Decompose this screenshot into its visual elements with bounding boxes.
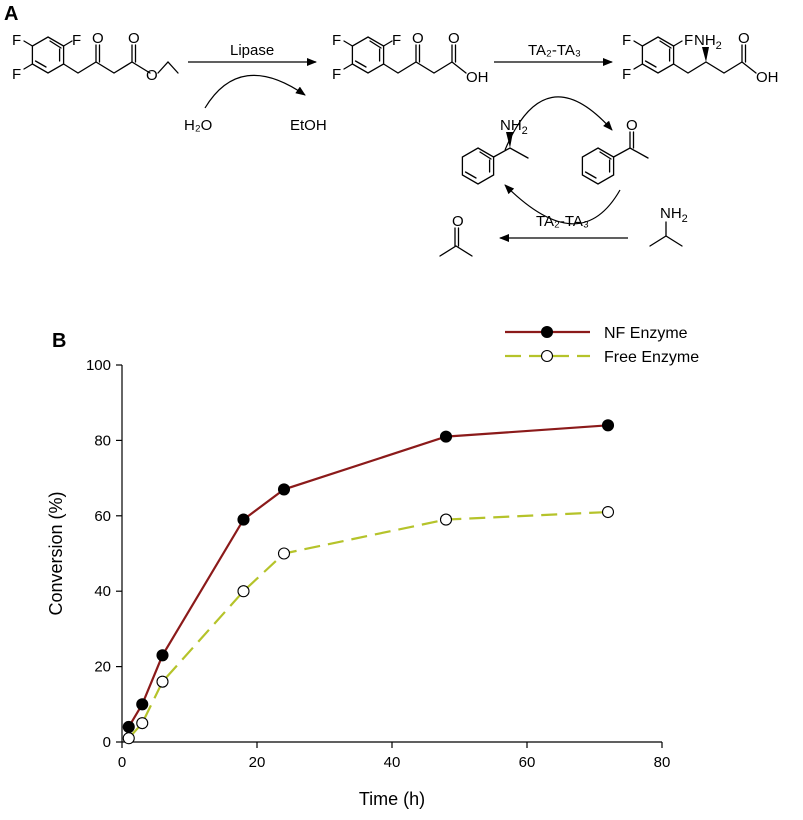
y-axis-title: Conversion (%)	[46, 491, 66, 615]
oxygen-label: O	[412, 30, 424, 47]
data-point	[156, 675, 169, 688]
fluorine-label: F	[12, 32, 21, 49]
legend-item: NF Enzyme	[505, 325, 688, 342]
reaction-scheme: A F F F O O O Lipase H₂O EtOH F	[4, 3, 779, 257]
y-tick-label: 100	[86, 357, 111, 374]
hydroxyl-label: OH	[756, 69, 779, 86]
legend-marker	[540, 349, 554, 363]
oxygen-label: O	[452, 213, 464, 230]
curved-arrow	[504, 96, 613, 151]
oxygen-label: O	[146, 67, 158, 84]
molecule-acetone: O	[439, 213, 473, 257]
data-point	[237, 585, 250, 598]
x-tick-label: 40	[384, 754, 401, 771]
data-point	[122, 720, 135, 733]
x-tick-label: 80	[654, 754, 671, 771]
amine-label: NH2	[500, 117, 528, 137]
series-line	[127, 424, 609, 728]
data-point	[277, 547, 291, 560]
transaminase-recycle-label: TA₂-TA₃	[536, 213, 589, 230]
fluorine-label: F	[392, 32, 401, 49]
curved-arrow	[504, 184, 621, 225]
x-tick-label: 20	[249, 754, 266, 771]
chart-series	[122, 419, 615, 745]
oxygen-label: O	[92, 30, 104, 47]
data-point	[122, 732, 135, 745]
conversion-chart: B 0 20 40 60 80 0 20 40 60 80 100 Time (h) Convers…	[46, 325, 699, 809]
legend-item: Free Enzyme	[505, 349, 699, 366]
data-point	[439, 513, 453, 526]
data-point	[136, 698, 149, 711]
amine-label: NH2	[660, 205, 688, 225]
fluorine-label: F	[332, 32, 341, 49]
fluorine-label: F	[684, 32, 693, 49]
oxygen-label: O	[448, 30, 460, 47]
panel-a-label: A	[4, 3, 18, 25]
y-tick-label: 0	[103, 734, 111, 751]
y-tick-label: 20	[94, 659, 111, 676]
x-axis-title: Time (h)	[359, 789, 425, 809]
molecule-isopropylamine: NH2	[649, 205, 688, 247]
molecule-methylbenzylamine: NH2	[461, 117, 529, 185]
molecule-acetophenone: O	[581, 117, 649, 185]
data-point	[156, 649, 169, 662]
oxygen-label: O	[128, 30, 140, 47]
series-1	[122, 419, 615, 733]
ethanol-label: EtOH	[290, 117, 327, 134]
fluorine-label: F	[72, 32, 81, 49]
chart-axes	[121, 365, 662, 743]
molecule-ethyl-ketoester: F F F O O O	[12, 30, 179, 84]
data-point	[237, 513, 250, 526]
y-tick-label: 80	[94, 432, 111, 449]
lipase-label: Lipase	[230, 42, 274, 59]
legend-label: NF Enzyme	[604, 325, 688, 342]
legend-label: Free Enzyme	[604, 349, 699, 366]
amine-label: NH2	[694, 32, 722, 52]
transaminase-label: TA₂-TA₃	[528, 42, 581, 59]
molecule-beta-amino-acid: F F F NH2 O OH	[622, 30, 779, 86]
panel-b-label: B	[52, 330, 66, 352]
curved-arrow	[204, 74, 306, 109]
legend-marker	[540, 325, 554, 339]
oxygen-label: O	[626, 117, 638, 134]
wedge-bond	[506, 132, 513, 148]
data-point	[277, 483, 291, 496]
molecule-keto-acid: F F F O O OH	[332, 30, 489, 86]
series-line	[127, 510, 609, 739]
data-point	[136, 717, 149, 730]
data-point	[601, 419, 615, 432]
data-point	[601, 505, 615, 519]
series-2	[122, 505, 615, 745]
chart-ticks: 0 20 40 60 80 0 20 40 60 80 100	[86, 357, 670, 771]
y-tick-label: 40	[94, 583, 111, 600]
x-tick-label: 0	[118, 754, 126, 771]
data-point	[439, 430, 453, 443]
fluorine-label: F	[622, 32, 631, 49]
fluorine-label: F	[332, 66, 341, 83]
fluorine-label: F	[12, 66, 21, 83]
oxygen-label: O	[738, 30, 750, 47]
fluorine-label: F	[622, 66, 631, 83]
y-tick-label: 60	[94, 508, 111, 525]
wedge-bond	[702, 47, 709, 62]
hydroxyl-label: OH	[466, 69, 489, 86]
x-tick-label: 60	[519, 754, 536, 771]
chart-legend: NF Enzyme Free Enzyme	[505, 325, 699, 366]
water-label: H₂O	[184, 117, 212, 134]
